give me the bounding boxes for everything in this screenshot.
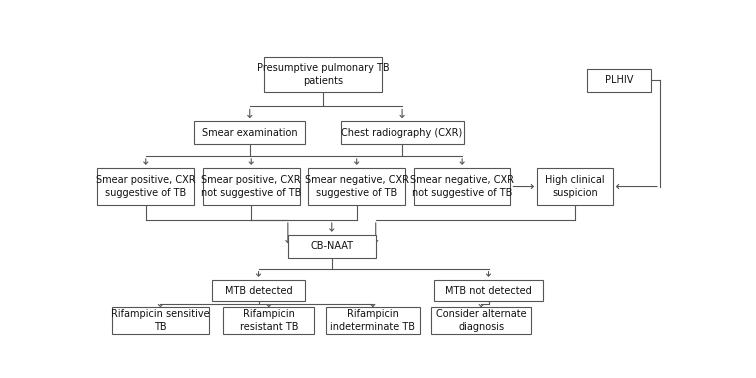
FancyBboxPatch shape (434, 280, 543, 302)
Text: Smear negative, CXR
suggestive of TB: Smear negative, CXR suggestive of TB (305, 175, 409, 198)
Text: Rifampicin
indeterminate TB: Rifampicin indeterminate TB (330, 309, 415, 332)
Text: CB-NAAT: CB-NAAT (310, 241, 353, 251)
FancyBboxPatch shape (432, 307, 531, 333)
Text: High clinical
suspicion: High clinical suspicion (545, 175, 605, 198)
FancyBboxPatch shape (288, 234, 376, 258)
FancyBboxPatch shape (112, 307, 209, 333)
Text: Smear positive, CXR
not suggestive of TB: Smear positive, CXR not suggestive of TB (201, 175, 302, 198)
Text: Smear negative, CXR
not suggestive of TB: Smear negative, CXR not suggestive of TB (411, 175, 514, 198)
FancyBboxPatch shape (326, 307, 420, 333)
Text: PLHIV: PLHIV (605, 75, 633, 85)
FancyBboxPatch shape (587, 69, 651, 92)
FancyBboxPatch shape (203, 167, 299, 206)
Text: Consider alternate
diagnosis: Consider alternate diagnosis (436, 309, 526, 332)
Text: Rifampicin
resistant TB: Rifampicin resistant TB (240, 309, 298, 332)
FancyBboxPatch shape (537, 167, 613, 206)
Text: Chest radiography (CXR): Chest radiography (CXR) (342, 128, 463, 138)
FancyBboxPatch shape (308, 167, 405, 206)
Text: MTB not detected: MTB not detected (445, 285, 532, 296)
FancyBboxPatch shape (212, 280, 305, 302)
Text: Smear positive, CXR
suggestive of TB: Smear positive, CXR suggestive of TB (96, 175, 196, 198)
FancyBboxPatch shape (340, 121, 463, 144)
FancyBboxPatch shape (414, 167, 510, 206)
FancyBboxPatch shape (224, 307, 314, 333)
Text: Smear examination: Smear examination (202, 128, 298, 138)
Text: Presumptive pulmonary TB
patients: Presumptive pulmonary TB patients (257, 63, 389, 86)
Text: MTB detected: MTB detected (225, 285, 293, 296)
FancyBboxPatch shape (265, 57, 382, 92)
Text: Rifampicin sensitive
TB: Rifampicin sensitive TB (111, 309, 209, 332)
FancyBboxPatch shape (98, 167, 194, 206)
FancyBboxPatch shape (194, 121, 305, 144)
